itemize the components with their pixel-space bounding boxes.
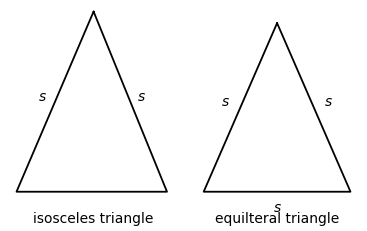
Text: equilteral triangle: equilteral triangle <box>215 213 339 226</box>
Text: s: s <box>325 95 332 109</box>
Text: s: s <box>138 90 145 104</box>
Text: s: s <box>222 95 229 109</box>
Text: isosceles triangle: isosceles triangle <box>33 213 154 226</box>
Text: s: s <box>273 201 281 215</box>
Text: s: s <box>39 90 46 104</box>
